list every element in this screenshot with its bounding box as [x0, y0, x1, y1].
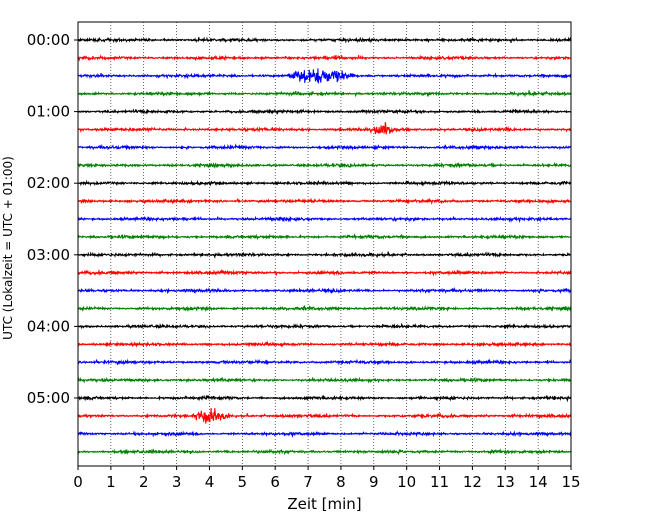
trace-line [77, 305, 572, 313]
x-tick-label: 12 [463, 473, 482, 491]
trace-line [77, 232, 572, 241]
plot-area-background [78, 22, 571, 466]
x-tick-label: 10 [397, 473, 416, 491]
trace-line [77, 376, 572, 384]
trace-line [77, 90, 572, 98]
trace-line [77, 358, 572, 366]
trace-line [77, 430, 572, 438]
y-tick-label: 02:00 [27, 174, 70, 192]
y-axis-label: UTC (Lokalzeit = UTC + 01:00) [1, 156, 15, 340]
trace-line [77, 108, 572, 115]
trace-line [77, 68, 572, 84]
trace-line [77, 161, 572, 169]
trace-line [77, 197, 572, 205]
x-tick-label: 3 [172, 473, 182, 491]
trace-line [77, 448, 572, 456]
x-axis-label: Zeit [min] [287, 495, 361, 513]
trace-line [77, 408, 572, 424]
trace-line [77, 340, 572, 348]
trace-line [77, 394, 572, 403]
x-tick-label: 1 [106, 473, 116, 491]
trace-line [77, 122, 572, 135]
trace-layer [77, 36, 572, 456]
y-tick-label: 05:00 [27, 389, 70, 407]
plot-frame [77, 21, 572, 467]
x-tick-label: 2 [139, 473, 149, 491]
trace-line [77, 36, 572, 44]
x-tick-label: 14 [529, 473, 548, 491]
y-tick-label: 04:00 [27, 317, 70, 335]
trace-line [77, 286, 572, 295]
trace-line [77, 143, 572, 151]
y-tick-label: 01:00 [27, 103, 70, 121]
x-tick-label: 9 [369, 473, 379, 491]
trace-line [77, 251, 572, 259]
trace-line [77, 322, 572, 330]
y-tick-label: 03:00 [27, 246, 70, 264]
axis-layer: 0 1 2 3 4 5 6 7 8 9 10 11 12 13 14 1500:0001:0002:0003:… [27, 31, 581, 491]
x-tick-label: 8 [336, 473, 346, 491]
x-tick-label: 5 [238, 473, 248, 491]
x-tick-label: 6 [270, 473, 280, 491]
trace-line [77, 215, 572, 224]
y-tick-label: 00:00 [27, 31, 70, 49]
x-tick-label: 7 [303, 473, 313, 491]
grid-layer [110, 22, 539, 466]
trace-line [77, 54, 572, 62]
trace-line [77, 179, 572, 187]
x-tick-label: 13 [496, 473, 515, 491]
x-tick-label: 4 [205, 473, 215, 491]
trace-line [77, 269, 572, 277]
x-tick-label: 11 [430, 473, 449, 491]
x-tick-label: 15 [561, 473, 580, 491]
x-tick-label: 0 [73, 473, 83, 491]
